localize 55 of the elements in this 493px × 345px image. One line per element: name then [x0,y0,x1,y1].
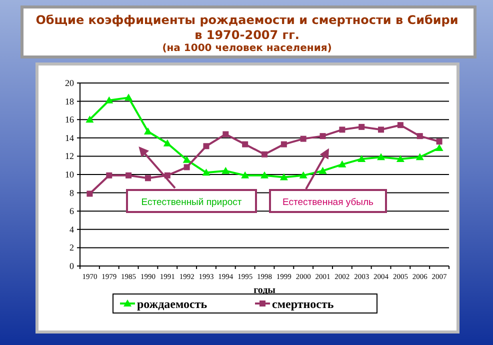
chart-subtitle: (на 1000 человек населения) [162,43,332,54]
y-tick-label: 8 [70,188,74,198]
y-tick-label: 14 [65,132,74,143]
point [105,96,114,104]
point [358,154,366,162]
point [106,172,112,178]
point [435,144,444,151]
point [242,141,248,148]
point [416,133,423,140]
point [377,153,386,160]
point [260,171,268,178]
point [126,172,132,178]
point [222,166,230,174]
point [320,133,326,140]
point [416,153,424,160]
point [358,124,365,130]
point [241,171,250,178]
y-tick-label: 10 [65,170,74,180]
y-tick-label: 6 [70,206,74,216]
annotation: Естественный прирост [141,197,242,208]
point [338,160,346,168]
point [280,141,287,148]
point [184,164,190,170]
legend-label: смертность [272,297,334,311]
point [318,166,327,174]
point [378,126,384,133]
point [397,122,404,128]
point [86,116,94,123]
y-tick-label: 18 [65,96,74,106]
y-tick-label: 0 [70,261,74,271]
point [203,143,210,150]
point [262,151,268,158]
point [222,131,229,138]
point [396,154,404,162]
legend-label: рождаемость [137,297,208,311]
point [86,190,93,197]
point [436,138,442,145]
y-tick-label: 16 [65,114,74,125]
point [124,94,133,101]
point [280,173,288,180]
y-tick-label: 4 [70,224,74,234]
annotation: Естественная убыль [282,197,374,208]
point [144,127,152,134]
y-tick-label: 12 [65,151,74,162]
point [202,168,210,176]
point [339,126,346,133]
point [163,139,172,146]
chart-title: Общие коэффициенты рождаемости и смертности в Сибири в 1970-2007 гг. [36,13,458,42]
point [144,175,151,182]
point [299,171,308,178]
y-tick-label: 2 [70,242,74,253]
point [182,156,191,163]
x-axis-title: годы [254,285,276,296]
point [300,136,306,142]
y-tick-label: 20 [65,78,74,88]
